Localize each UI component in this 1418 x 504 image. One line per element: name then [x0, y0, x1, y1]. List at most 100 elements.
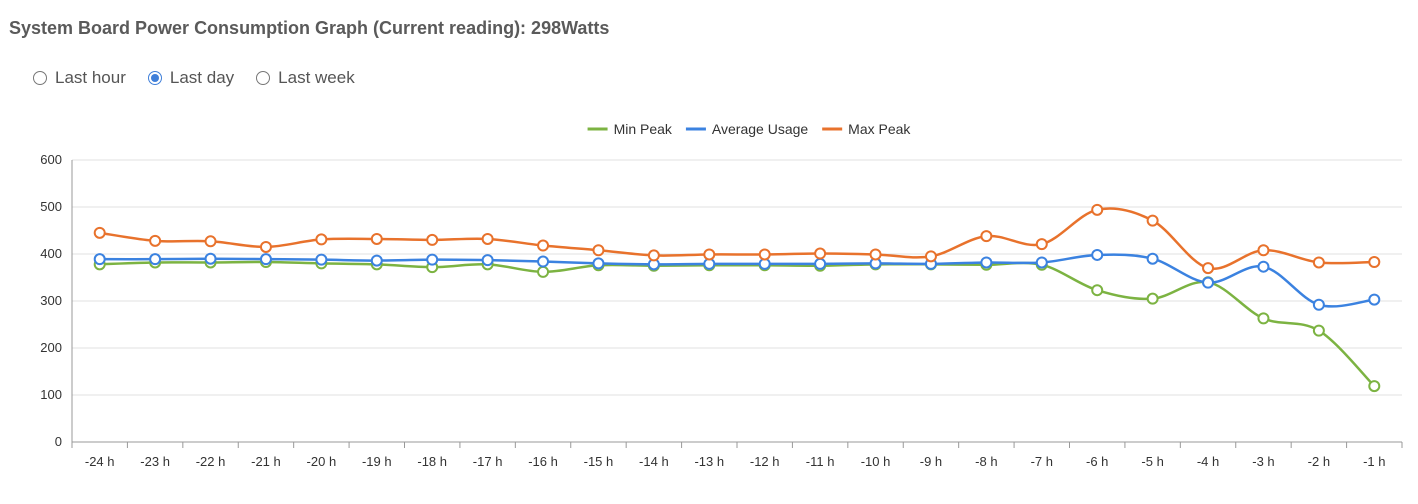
y-tick-label: 0	[55, 434, 62, 449]
data-point-max-peak	[758, 248, 771, 261]
data-point-average-usage	[537, 255, 550, 268]
data-point-max-peak	[204, 235, 217, 248]
y-tick-label: 600	[40, 152, 62, 167]
data-point-average-usage	[1146, 252, 1159, 265]
x-tick-label: -23 h	[140, 454, 170, 469]
data-point-max-peak	[592, 244, 605, 257]
data-point-average-usage	[592, 257, 605, 270]
grid-lines: 0 100 200 300 400 500 600	[40, 152, 1402, 449]
y-tick-label: 500	[40, 199, 62, 214]
x-tick-label: -14 h	[639, 454, 669, 469]
data-point-max-peak	[370, 232, 383, 245]
legend-label-min-peak: Min Peak	[614, 121, 673, 137]
radio-last-hour[interactable]	[33, 71, 47, 85]
range-label-last-day: Last day	[169, 68, 235, 87]
data-point-max-peak	[814, 247, 827, 260]
x-tick-label: -10 h	[861, 454, 891, 469]
x-tick-label: -12 h	[750, 454, 780, 469]
data-point-average-usage	[1035, 256, 1048, 269]
x-tick-label: -9 h	[920, 454, 942, 469]
data-point-max-peak	[149, 234, 162, 247]
range-last-day[interactable]: Last day	[147, 68, 235, 88]
data-point-max-peak	[259, 240, 272, 253]
data-point-average-usage	[370, 254, 383, 267]
y-tick-label: 200	[40, 340, 62, 355]
range-label-last-hour: Last hour	[55, 68, 126, 87]
data-point-average-usage	[814, 257, 827, 270]
data-point-max-peak	[426, 233, 439, 246]
data-point-max-peak	[924, 250, 937, 263]
data-point-average-usage	[149, 253, 162, 266]
series-max-peak	[93, 203, 1381, 275]
data-point-average-usage	[1202, 276, 1215, 289]
series-line-min-peak	[99, 260, 1376, 387]
x-tick-label: -7 h	[1031, 454, 1053, 469]
legend-label-average-usage: Average Usage	[712, 121, 808, 137]
data-point-min-peak	[1368, 380, 1381, 393]
data-point-average-usage	[204, 252, 217, 265]
data-point-min-peak	[1146, 292, 1159, 305]
x-tick-label: -15 h	[584, 454, 614, 469]
range-last-hour[interactable]: Last hour	[33, 68, 126, 88]
data-point-average-usage	[315, 253, 328, 266]
data-point-min-peak	[537, 265, 550, 278]
radio-last-day[interactable]	[147, 71, 162, 85]
x-tick-label: -13 h	[694, 454, 724, 469]
data-point-average-usage	[426, 253, 439, 266]
data-point-max-peak	[315, 233, 328, 246]
data-point-max-peak	[481, 232, 494, 245]
data-point-max-peak	[1035, 238, 1048, 251]
data-point-average-usage	[1368, 293, 1381, 306]
data-point-max-peak	[1368, 255, 1381, 268]
data-point-average-usage	[259, 253, 272, 266]
y-tick-label: 300	[40, 293, 62, 308]
data-point-average-usage	[1091, 248, 1104, 261]
data-point-max-peak	[647, 249, 660, 262]
x-tick-label: -22 h	[196, 454, 226, 469]
data-point-max-peak	[1312, 256, 1325, 269]
x-tick-label: -8 h	[975, 454, 997, 469]
x-tick-label: -5 h	[1141, 454, 1163, 469]
range-last-week[interactable]: Last week	[256, 68, 355, 88]
x-tick-label: -4 h	[1197, 454, 1219, 469]
data-point-average-usage	[1257, 260, 1270, 273]
data-point-max-peak	[1202, 262, 1215, 275]
time-range-selector: Last hour Last day Last week	[33, 68, 355, 88]
data-point-average-usage	[481, 254, 494, 267]
x-tick-label: -18 h	[417, 454, 447, 469]
data-point-max-peak	[869, 248, 882, 261]
x-tick-label: -17 h	[473, 454, 503, 469]
x-tick-label: -24 h	[85, 454, 115, 469]
series-min-peak	[93, 255, 1381, 393]
data-point-average-usage	[93, 253, 106, 266]
x-tick-label: -3 h	[1252, 454, 1274, 469]
radio-last-week[interactable]	[256, 71, 271, 85]
data-point-average-usage	[980, 256, 993, 269]
x-tick-label: -1 h	[1363, 454, 1385, 469]
legend-label-max-peak: Max Peak	[848, 121, 911, 137]
data-point-average-usage	[1312, 298, 1325, 311]
x-tick-label: -19 h	[362, 454, 392, 469]
page-title: System Board Power Consumption Graph (Cu…	[9, 18, 610, 38]
data-point-max-peak	[1146, 214, 1159, 227]
data-point-min-peak	[1312, 324, 1325, 337]
data-point-max-peak	[537, 239, 550, 252]
x-tick-label: -2 h	[1308, 454, 1330, 469]
data-point-max-peak	[1091, 203, 1104, 216]
x-tick-label: -11 h	[806, 454, 835, 469]
x-axis-labels: -24 h -23 h -22 h -21 h -20 h -19 h -18 h -17 h…	[71, 442, 1403, 469]
data-point-min-peak	[1257, 312, 1270, 325]
data-point-max-peak	[93, 226, 106, 239]
data-point-max-peak	[980, 230, 993, 243]
data-point-max-peak	[703, 248, 716, 261]
x-tick-label: -16 h	[528, 454, 558, 469]
y-tick-label: 400	[40, 246, 62, 261]
x-tick-label: -6 h	[1086, 454, 1108, 469]
data-point-min-peak	[1091, 284, 1104, 297]
range-label-last-week: Last week	[278, 68, 355, 87]
data-point-max-peak	[1257, 244, 1270, 257]
legend: Min Peak Average Usage Max Peak	[587, 121, 911, 137]
y-tick-label: 100	[40, 387, 62, 402]
